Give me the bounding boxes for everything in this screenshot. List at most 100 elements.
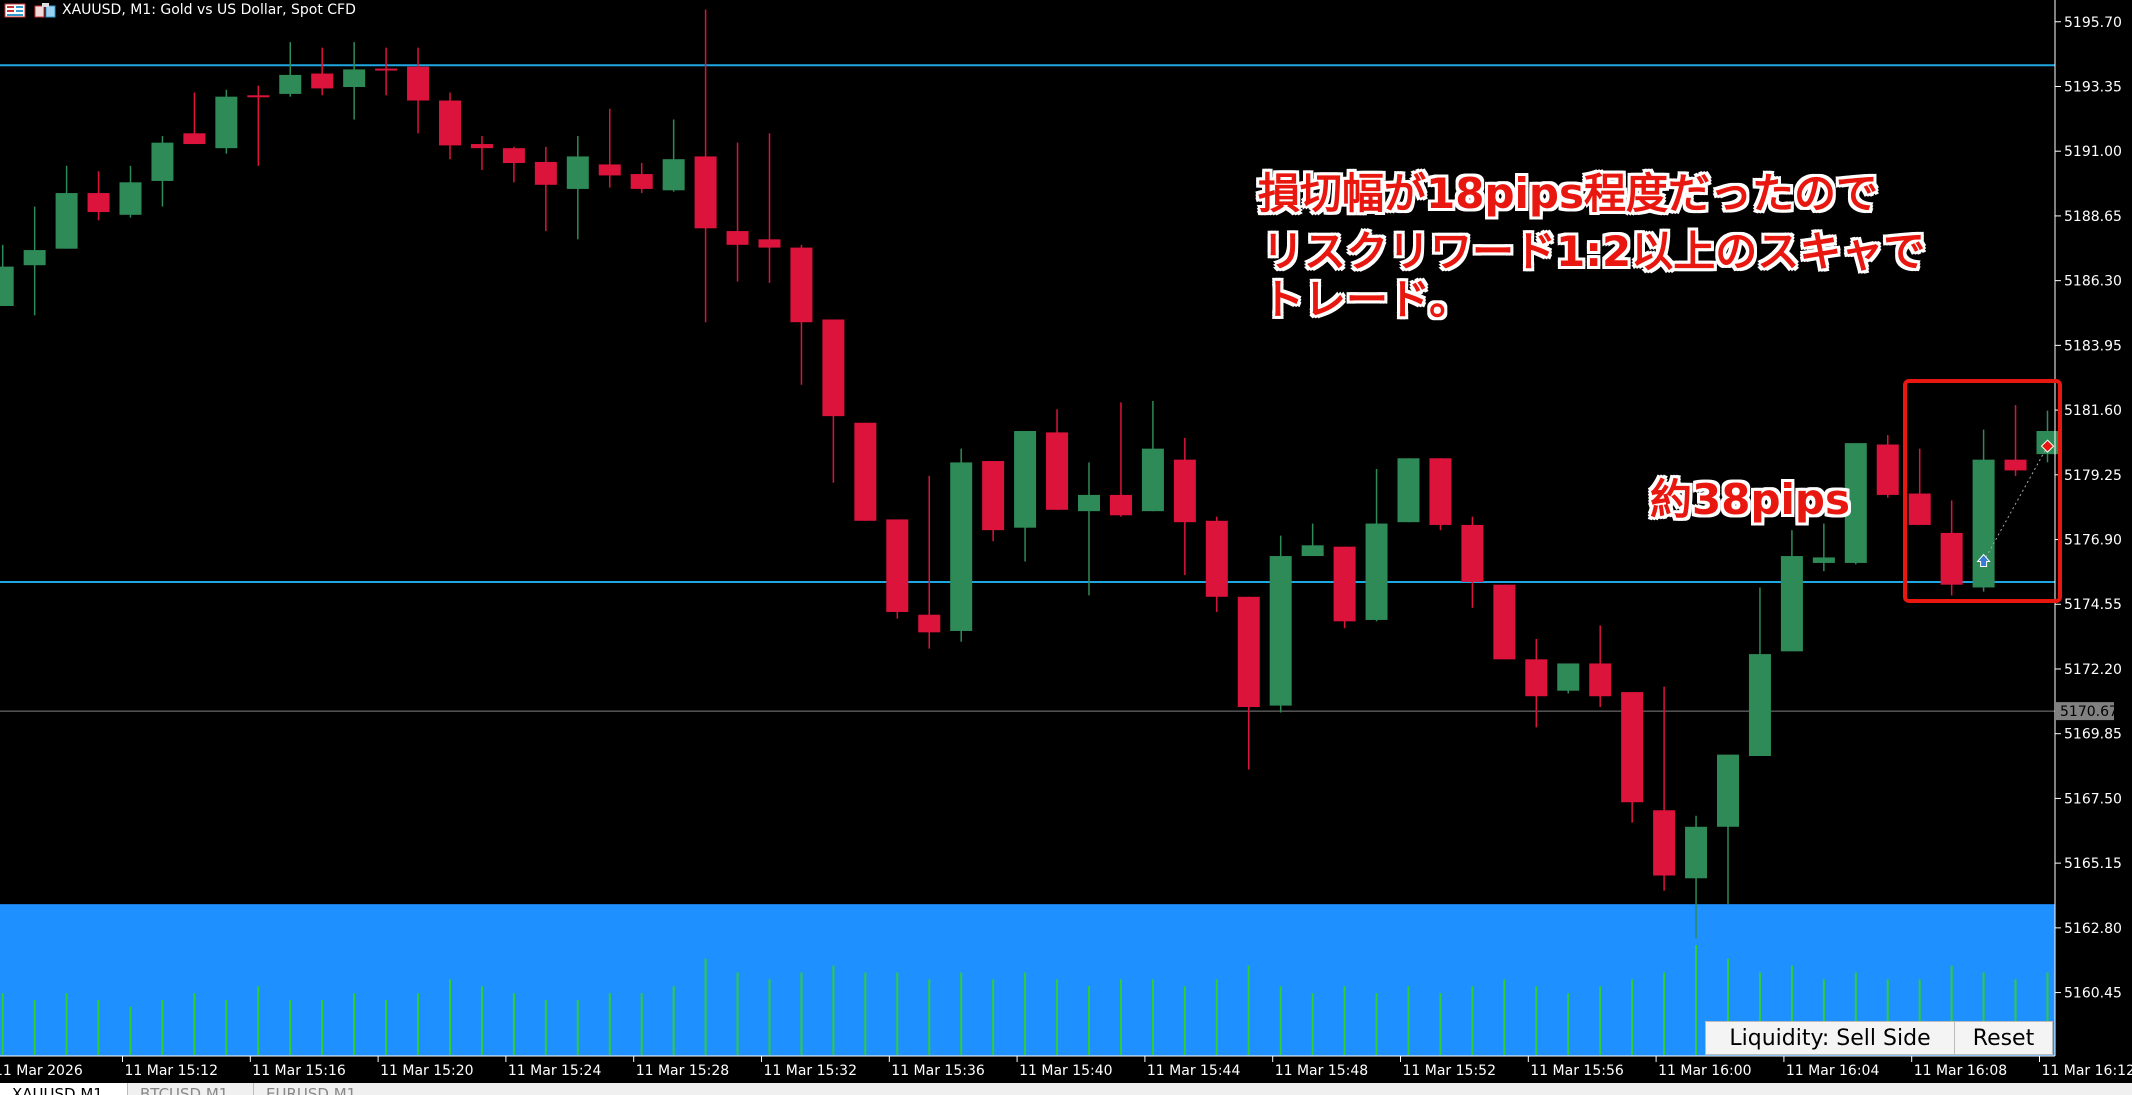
annotation-line-1: 損切幅が18pips程度だったので bbox=[1258, 169, 1878, 218]
bear-candle bbox=[758, 239, 781, 248]
bear-candle bbox=[1237, 596, 1260, 707]
price-label: 5172.20 bbox=[2064, 662, 2122, 678]
reset-button[interactable]: Reset bbox=[1954, 1021, 2053, 1055]
time-label: 11 Mar 15:48 bbox=[1275, 1063, 1368, 1079]
bull-candle bbox=[1972, 459, 1995, 588]
price-label: 5165.15 bbox=[2064, 856, 2122, 872]
annotation-pips: 約38pips bbox=[1650, 475, 1850, 524]
bull-candle bbox=[1685, 826, 1708, 879]
bear-candle bbox=[1525, 659, 1548, 697]
bear-candle bbox=[375, 68, 398, 71]
bull-candle bbox=[343, 69, 366, 88]
tab-btcusd[interactable]: BTCUSD,M1 bbox=[128, 1083, 254, 1095]
price-label: 5167.50 bbox=[2064, 791, 2122, 807]
bear-candle bbox=[1205, 520, 1228, 597]
bull-candle bbox=[55, 193, 78, 249]
bull-candle bbox=[1365, 523, 1388, 620]
bear-candle bbox=[2004, 459, 2027, 471]
bull-candle bbox=[279, 74, 302, 94]
tab-eurusd[interactable]: EURUSD,M1 bbox=[266, 1085, 357, 1095]
bear-candle bbox=[598, 164, 621, 176]
time-label: 11 Mar 15:12 bbox=[125, 1063, 218, 1079]
price-label: 5181.60 bbox=[2064, 403, 2122, 419]
time-label: 11 Mar 15:20 bbox=[380, 1063, 473, 1079]
price-label: 5188.65 bbox=[2064, 209, 2122, 225]
bear-candle bbox=[183, 133, 206, 145]
price-label: 5179.25 bbox=[2064, 468, 2122, 484]
price-label: 5193.35 bbox=[2064, 79, 2122, 95]
chart-title: XAUUSD, M1: Gold vs US Dollar, Spot CFD bbox=[62, 2, 356, 18]
price-label: 5186.30 bbox=[2064, 274, 2122, 290]
bull-candle bbox=[1844, 443, 1867, 563]
price-label: 5183.95 bbox=[2064, 338, 2122, 354]
highlight-box bbox=[1903, 379, 2062, 603]
bear-candle bbox=[1908, 493, 1931, 525]
bear-candle bbox=[1333, 546, 1356, 622]
price-label: 5195.70 bbox=[2064, 15, 2122, 31]
annotation-line-3: トレード。 bbox=[1262, 275, 1472, 324]
bull-candle bbox=[0, 266, 14, 306]
bull-candle bbox=[1141, 448, 1164, 512]
bull-candle bbox=[119, 182, 142, 215]
bear-candle bbox=[1621, 692, 1644, 803]
bull-candle bbox=[566, 156, 589, 189]
time-label: 11 Mar 16:12 bbox=[2042, 1063, 2132, 1079]
bull-candle bbox=[1780, 556, 1803, 652]
time-label: 11 Mar 16:04 bbox=[1786, 1063, 1880, 1079]
trade-dotted-line bbox=[1983, 445, 2048, 562]
bear-candle bbox=[1653, 810, 1676, 876]
annotation-line-2: リスクリワード1:2以上のスキャで bbox=[1262, 227, 1926, 276]
bear-candle bbox=[886, 519, 909, 612]
price-label: 5174.55 bbox=[2064, 597, 2122, 613]
current-price-label: 5170.67 bbox=[2060, 704, 2118, 720]
bull-candle bbox=[1014, 431, 1037, 528]
bear-candle bbox=[1429, 458, 1452, 525]
chart-type-icon[interactable] bbox=[34, 3, 56, 18]
bear-candle bbox=[534, 161, 557, 185]
bear-candle bbox=[1046, 432, 1069, 510]
price-label: 5176.90 bbox=[2064, 533, 2122, 549]
bear-candle bbox=[1876, 444, 1899, 495]
bear-candle bbox=[311, 73, 334, 89]
bull-candle bbox=[1812, 557, 1835, 563]
time-label: 11 Mar 15:52 bbox=[1403, 1063, 1496, 1079]
bear-candle bbox=[247, 95, 270, 98]
bear-candle bbox=[87, 193, 110, 213]
bull-candle bbox=[1078, 494, 1100, 512]
exit-marker-icon bbox=[2040, 439, 2055, 453]
time-label: 11 Mar 16:08 bbox=[1914, 1063, 2007, 1079]
buy-arrow-icon bbox=[1976, 553, 1991, 568]
chart-list-icon[interactable] bbox=[4, 3, 26, 18]
time-label: 11 Mar 15:32 bbox=[764, 1063, 857, 1079]
bull-candle bbox=[1557, 663, 1580, 691]
tab-xauusd[interactable]: XAUUSD,M1 bbox=[0, 1083, 128, 1095]
bull-candle bbox=[950, 462, 973, 631]
time-label: 11 Mar 15:40 bbox=[1019, 1063, 1112, 1079]
bear-candle bbox=[854, 422, 877, 521]
bear-candle bbox=[790, 247, 813, 323]
bear-candle bbox=[1493, 584, 1516, 660]
bull-candle bbox=[215, 96, 238, 149]
bull-candle bbox=[1748, 654, 1771, 756]
liquidity-sell-side-button[interactable]: Liquidity: Sell Side bbox=[1705, 1021, 1955, 1055]
bear-candle bbox=[630, 174, 653, 189]
time-label: 11 Mar 2026 bbox=[0, 1063, 83, 1079]
bull-candle bbox=[1301, 545, 1324, 557]
time-label: 11 Mar 16:00 bbox=[1658, 1063, 1751, 1079]
time-label: 11 Mar 15:28 bbox=[636, 1063, 729, 1079]
bull-candle bbox=[23, 250, 46, 266]
bear-candle bbox=[1589, 663, 1612, 697]
bear-candle bbox=[470, 144, 493, 149]
bear-candle bbox=[439, 100, 461, 146]
bear-candle bbox=[1173, 459, 1196, 523]
bull-candle bbox=[151, 142, 174, 181]
price-label: 5162.80 bbox=[2064, 921, 2122, 937]
bear-candle bbox=[502, 148, 525, 164]
time-label: 11 Mar 15:56 bbox=[1530, 1063, 1624, 1079]
bull-candle bbox=[1397, 458, 1420, 523]
bear-candle bbox=[982, 461, 1005, 531]
bear-candle bbox=[694, 156, 717, 229]
time-label: 11 Mar 15:16 bbox=[252, 1063, 346, 1079]
